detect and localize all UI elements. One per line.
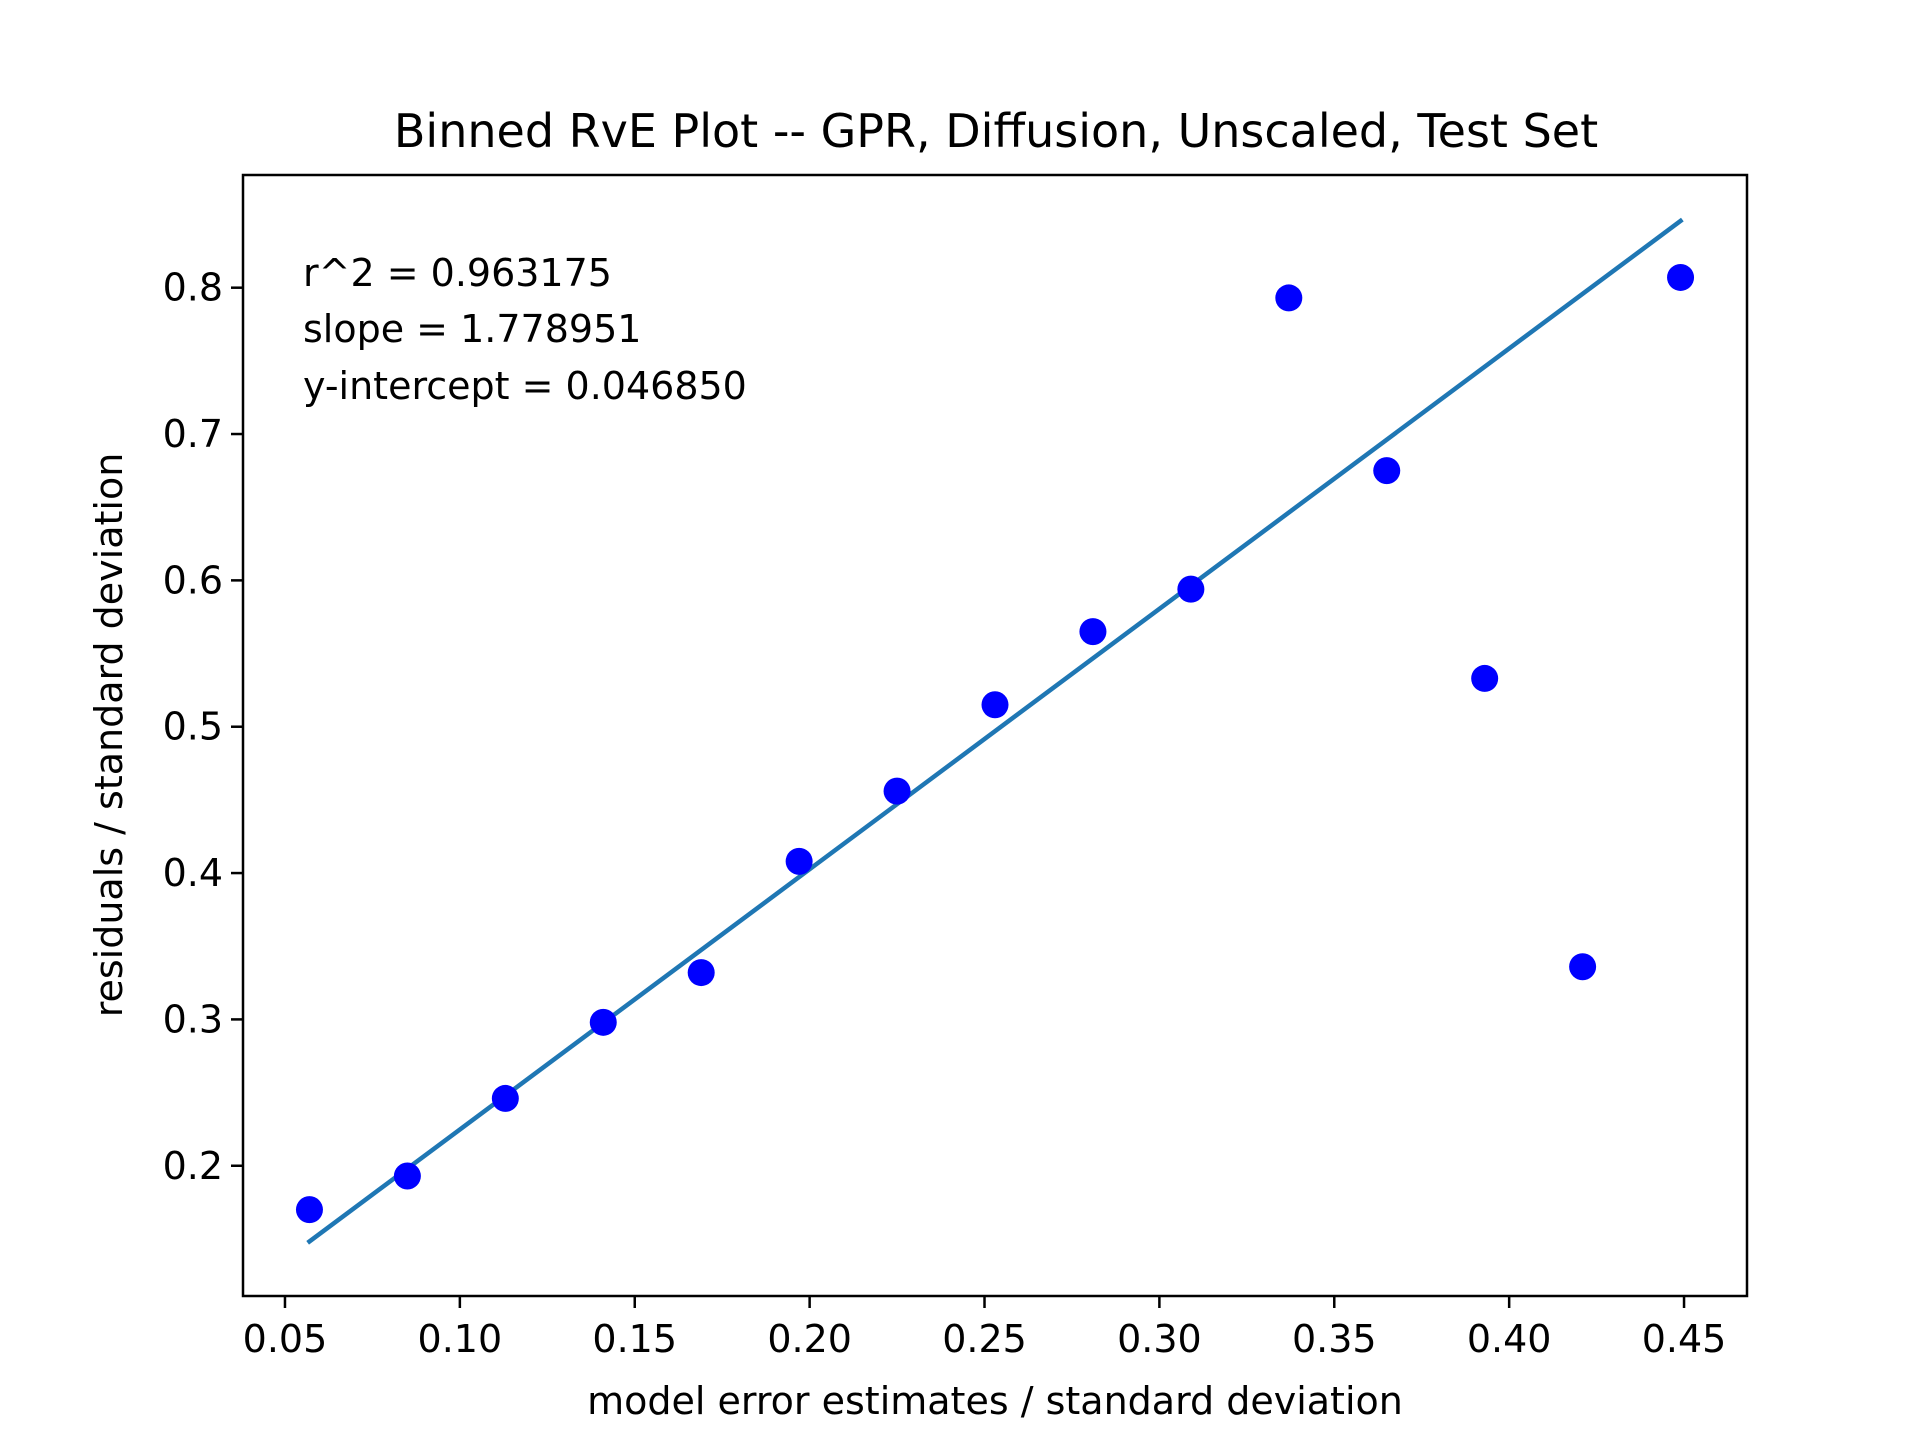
data-point — [589, 1008, 617, 1036]
x-tick-label: 0.35 — [1292, 1317, 1377, 1361]
x-tick-label: 0.45 — [1642, 1317, 1727, 1361]
y-tick-label: 0.5 — [163, 705, 223, 749]
y-tick-label: 0.2 — [163, 1144, 223, 1188]
data-point — [981, 691, 1009, 719]
y-axis-ticks: 0.2 0.3 0.4 0.5 0.6 0.7 0.8 — [163, 266, 243, 1188]
x-axis-label: model error estimates / standard deviati… — [587, 1379, 1403, 1423]
data-point — [1079, 618, 1107, 646]
y-tick-label: 0.3 — [163, 997, 223, 1041]
regression-line — [306, 217, 1684, 1245]
data-point — [785, 847, 813, 875]
chart-title: Binned RvE Plot -- GPR, Diffusion, Unsca… — [394, 104, 1598, 158]
y-tick-label: 0.6 — [163, 558, 223, 602]
data-point — [295, 1196, 323, 1224]
data-point — [1569, 953, 1597, 981]
y-tick-label: 0.4 — [163, 851, 223, 895]
x-tick-label: 0.05 — [243, 1317, 328, 1361]
plot-frame — [241, 173, 1749, 1298]
data-point — [1667, 263, 1695, 291]
data-point — [1177, 575, 1205, 603]
x-axis-ticks: 0.05 0.10 0.15 0.20 0.25 0.30 0.35 0.40 0.45 — [243, 1296, 1727, 1361]
y-tick-label: 0.7 — [163, 412, 223, 456]
x-tick-label: 0.25 — [942, 1317, 1027, 1361]
data-point — [1373, 457, 1401, 485]
fit-line-layer — [306, 217, 1684, 1245]
x-tick-label: 0.10 — [418, 1317, 503, 1361]
data-point — [1471, 664, 1499, 692]
x-tick-label: 0.15 — [592, 1317, 677, 1361]
scatter-points — [295, 263, 1695, 1224]
annotation-slope: slope = 1.778951 — [303, 307, 641, 351]
data-point — [883, 777, 911, 805]
data-point — [393, 1162, 421, 1190]
y-axis-label: residuals / standard deviation — [87, 453, 131, 1018]
data-point — [687, 959, 715, 987]
y-tick-label: 0.8 — [163, 266, 223, 310]
x-tick-label: 0.30 — [1117, 1317, 1202, 1361]
annotation-intercept: y-intercept = 0.046850 — [303, 364, 747, 408]
data-point — [1275, 284, 1303, 312]
data-point — [491, 1084, 519, 1112]
x-tick-label: 0.40 — [1467, 1317, 1552, 1361]
x-tick-label: 0.20 — [767, 1317, 852, 1361]
annotation-r-squared: r^2 = 0.963175 — [303, 251, 612, 295]
